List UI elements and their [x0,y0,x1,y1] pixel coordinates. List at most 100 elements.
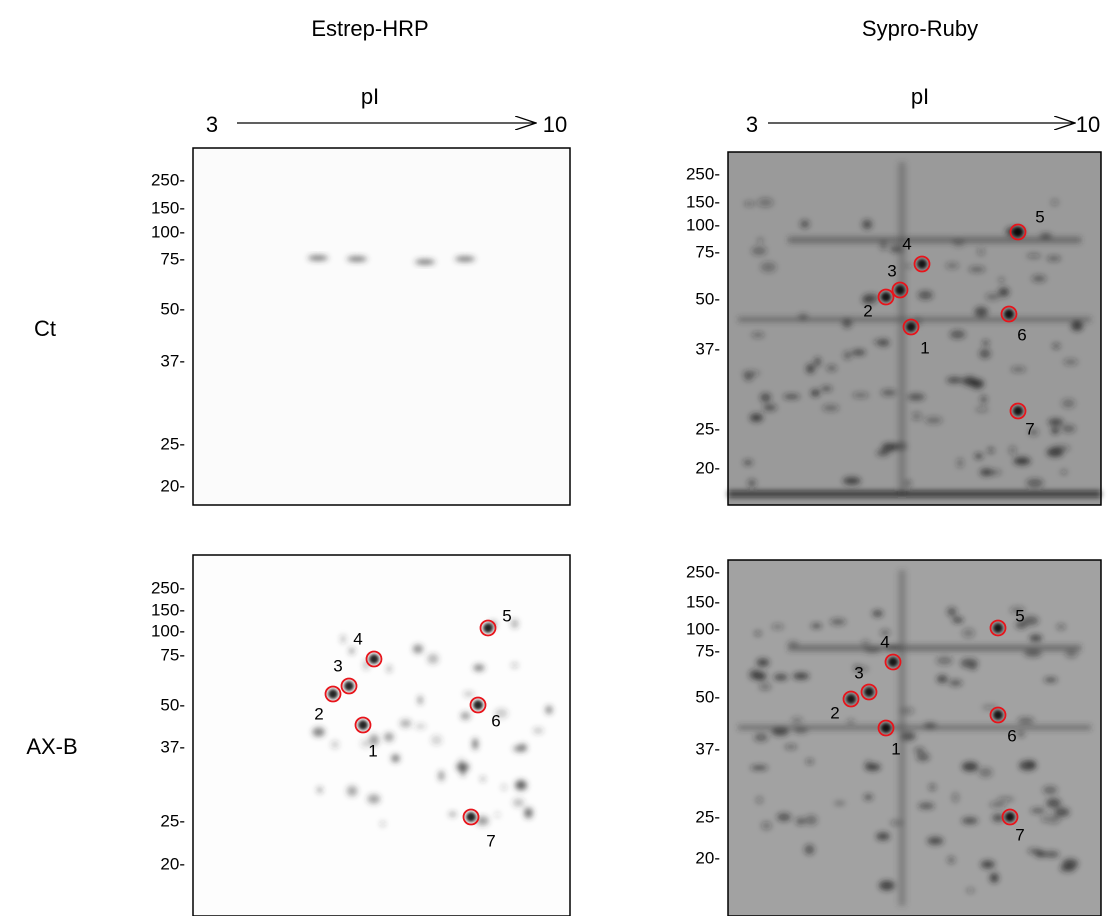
spot-label: 6 [491,711,500,730]
gel-spot [962,376,977,386]
mw-label: 25- [160,434,185,453]
gel-spot [753,733,769,742]
gel-spot [415,259,435,265]
gel-spot [380,821,385,827]
gel-spot [1041,815,1048,823]
gel-spot [427,653,439,664]
gel-spot [783,394,800,399]
gel-spot [904,480,912,487]
gel-spot [1027,848,1041,854]
gel-spot [1071,321,1084,331]
gel-spot [512,798,525,807]
gel-spot [317,786,323,793]
gel-border [727,151,1102,506]
gel-spot [1042,786,1058,795]
spot-label: 4 [880,632,889,651]
spot-label: 7 [486,831,495,850]
gel-spot [1039,233,1052,238]
gel-spot [340,635,346,643]
gel-spot [873,339,881,345]
gel-spot [760,262,777,273]
spot-label: 4 [353,629,362,648]
gel-spot [347,256,367,262]
spot-circle [989,619,1007,637]
mw-label: 150- [686,592,720,611]
spot-circle [479,619,497,637]
gel-spot [945,262,959,269]
spot-bodies [881,227,1023,416]
gel-spot [952,617,964,623]
gel-spot [517,779,524,789]
spot-label: 1 [891,739,900,758]
spot-label: 1 [368,741,377,760]
spot-body [1013,227,1023,237]
gel-spot [776,813,792,822]
gel-spot [771,624,784,630]
gel-spot [947,856,955,864]
gel-border [727,559,1102,916]
gel-spot [386,665,392,673]
mw-label: 150- [686,192,720,211]
gel-spot [1028,428,1039,436]
spot-label: 1 [920,338,929,357]
gel-spot [877,338,890,347]
gel-spot [842,476,861,485]
gel-spot [747,479,757,488]
gel-spot [822,404,839,412]
gel-spot [501,784,507,791]
gel-spot [1010,367,1026,372]
spot-body [344,681,354,691]
gel-spot [750,765,768,770]
mw-label: 20- [695,848,720,867]
gel-spot [431,735,442,745]
gel-streak [788,237,1081,243]
axis-end: 10 [543,112,567,137]
mw-label: 20- [160,854,185,873]
gel-border [192,147,571,506]
gel-spot [918,802,935,809]
gel-spot [524,807,533,819]
mw-label: 75- [695,242,720,261]
gel-spot [862,219,873,230]
gel-spot [545,705,553,714]
spot-circle [842,690,860,708]
spot-circle [324,685,342,703]
gel-spot [533,727,544,734]
gel-spot [743,459,753,466]
gel-spot [417,695,423,705]
spot-label: 2 [830,703,839,722]
spot-circle [1001,808,1019,826]
gel-spot [346,785,358,797]
gel-spot [1029,634,1042,642]
spot-label: 3 [854,663,863,682]
gel-spot [1017,717,1035,724]
spot-circle [354,716,372,734]
gel-spot [961,761,979,772]
spot-label: 3 [887,261,896,280]
gel-spot [757,197,774,208]
gel-spot [911,412,922,421]
gel-spot [854,666,869,672]
spot-body [846,694,856,704]
mw-label: 25- [160,811,185,830]
spot-label: 7 [1025,419,1034,438]
gel-spot [349,647,355,655]
gel-spot [830,618,846,626]
gel-spot [974,306,988,317]
gel-spot [1051,426,1059,435]
gel-spot [756,238,764,243]
gel-spot [759,683,772,691]
gel-front [728,491,1101,497]
gel-spot [979,349,991,359]
gel-spot [949,330,966,339]
gel-spot [1044,677,1058,682]
gel-spot [455,256,475,262]
gel-spot [1026,478,1044,488]
gel-spot [982,340,989,346]
gel-border [192,554,571,916]
mw-label: 25- [695,807,720,826]
gel-spot [415,723,426,729]
gel-spot [754,631,762,636]
gel-spot [751,246,767,256]
gel-spot [1046,814,1061,824]
